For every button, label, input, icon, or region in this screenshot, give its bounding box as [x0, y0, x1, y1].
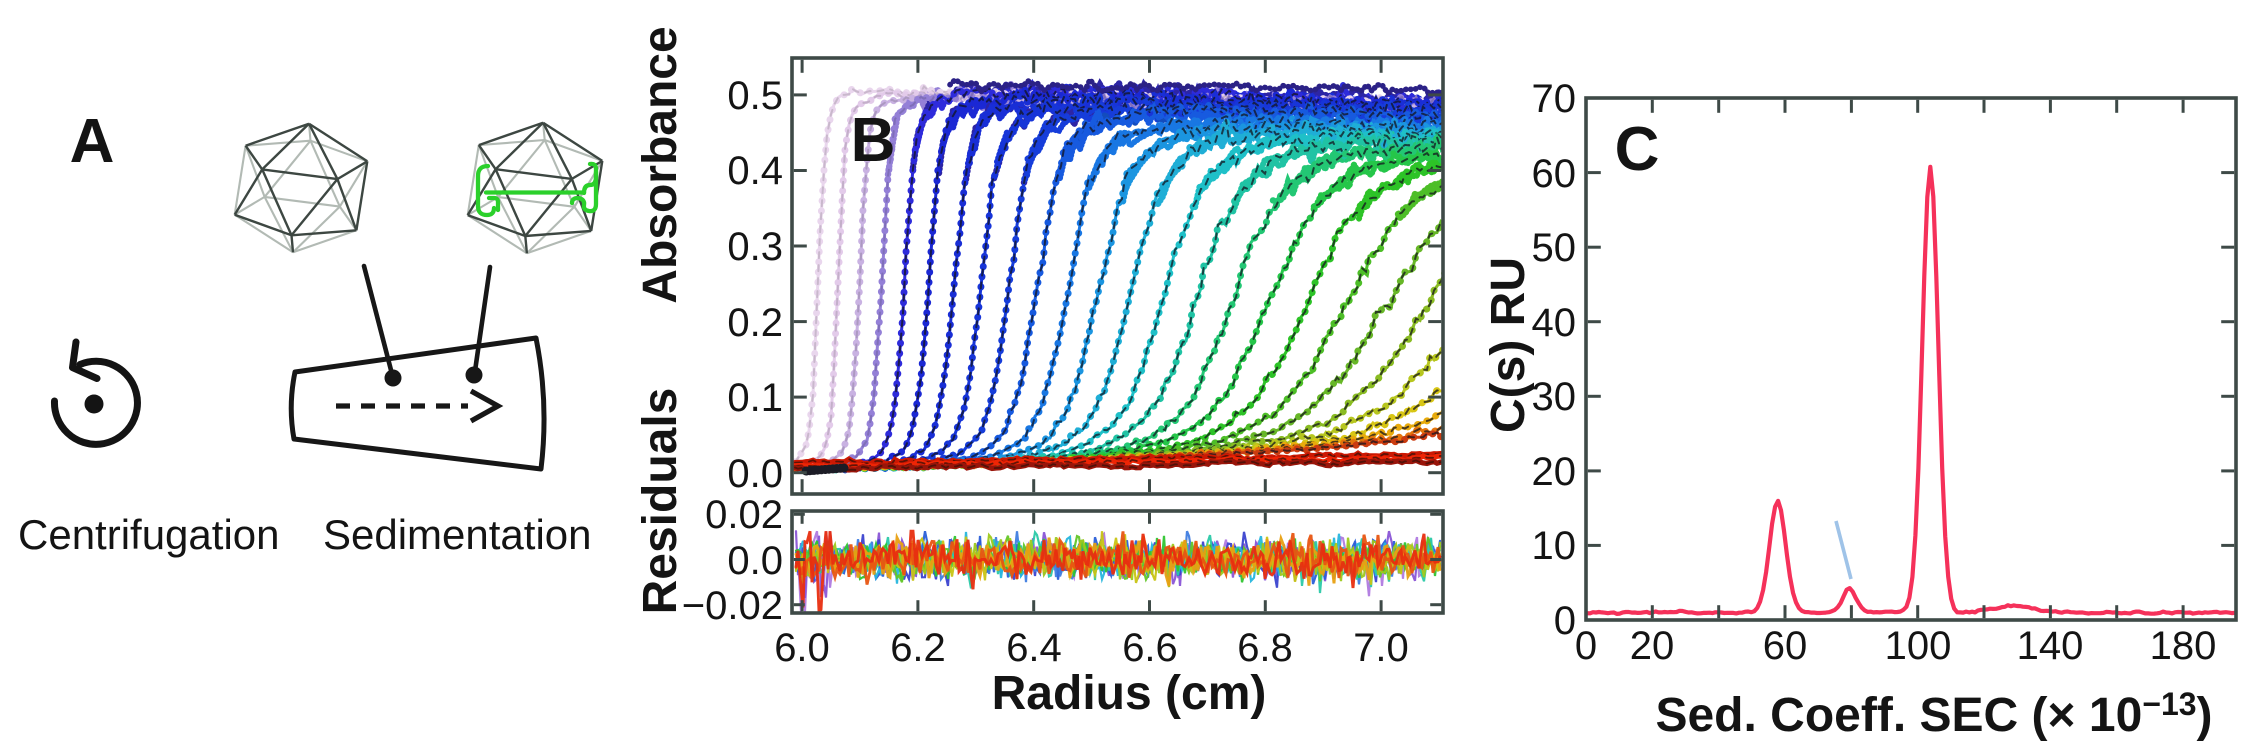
svg-text:Radius (cm): Radius (cm) [992, 667, 1267, 720]
svg-text:70: 70 [1532, 77, 1577, 121]
svg-text:C: C [1615, 115, 1660, 184]
svg-text:6.2: 6.2 [890, 626, 946, 670]
svg-text:10: 10 [1532, 524, 1577, 568]
svg-text:140: 140 [2017, 624, 2084, 668]
svg-text:100: 100 [1885, 624, 1952, 668]
svg-text:20: 20 [1532, 450, 1577, 494]
svg-text:Residuals: Residuals [634, 388, 687, 615]
svg-text:0.5: 0.5 [727, 74, 783, 118]
svg-text:6.4: 6.4 [1006, 626, 1062, 670]
svg-text:6.6: 6.6 [1122, 626, 1178, 670]
svg-text:40: 40 [1532, 301, 1577, 345]
svg-text:Centrifugation: Centrifugation [18, 511, 280, 558]
svg-text:C(s) RU: C(s) RU [1482, 257, 1535, 433]
svg-text:0.0: 0.0 [727, 452, 783, 496]
svg-text:0.0: 0.0 [727, 539, 783, 583]
svg-text:7.0: 7.0 [1353, 626, 1409, 670]
svg-text:60: 60 [1763, 624, 1808, 668]
svg-text:0: 0 [1554, 599, 1576, 643]
svg-text:B: B [851, 106, 896, 175]
svg-text:20: 20 [1630, 624, 1675, 668]
svg-text:0.4: 0.4 [727, 149, 783, 193]
svg-text:30: 30 [1532, 375, 1577, 419]
svg-text:0.3: 0.3 [727, 225, 783, 269]
svg-text:0.02: 0.02 [705, 493, 783, 537]
svg-text:6.0: 6.0 [774, 626, 830, 670]
svg-text:0.2: 0.2 [727, 301, 783, 345]
svg-text:0: 0 [1575, 624, 1597, 668]
svg-text:6.8: 6.8 [1237, 626, 1293, 670]
svg-text:50: 50 [1532, 226, 1577, 270]
svg-text:60: 60 [1532, 152, 1577, 196]
svg-text:Sed. Coeff. SEC (× 10−13): Sed. Coeff. SEC (× 10−13) [1655, 686, 2212, 742]
svg-text:Sedimentation: Sedimentation [323, 511, 592, 558]
svg-text:0.1: 0.1 [727, 376, 783, 420]
svg-text:Absorbance: Absorbance [634, 26, 687, 303]
svg-text:A: A [70, 107, 115, 176]
svg-text:−0.02: −0.02 [682, 584, 783, 628]
svg-text:180: 180 [2150, 624, 2217, 668]
